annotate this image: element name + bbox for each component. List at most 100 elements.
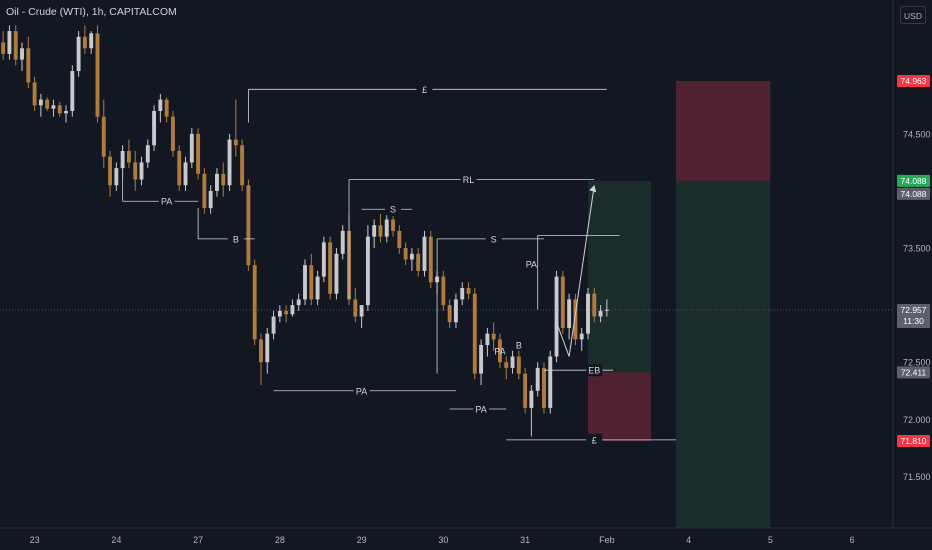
short-stop-zone[interactable] (676, 81, 771, 181)
candle (89, 31, 94, 54)
candle-body (13, 31, 18, 60)
candle-body (271, 316, 276, 334)
candle-body (126, 150, 131, 163)
candle-body (196, 133, 201, 174)
label-backdrop (586, 364, 603, 377)
candle (227, 133, 232, 191)
candle (573, 293, 578, 346)
candle-body (189, 133, 194, 163)
candle-body (89, 33, 94, 49)
candle (246, 179, 251, 271)
candle-body (265, 333, 270, 363)
candle-body (579, 333, 584, 340)
candle (334, 248, 339, 300)
candle (560, 270, 565, 334)
candle-body (460, 288, 465, 300)
candle (586, 288, 590, 340)
candle-body (296, 299, 301, 306)
candle (120, 145, 125, 180)
candle (202, 168, 207, 214)
candle (592, 288, 597, 323)
candle (7, 25, 12, 60)
candle-body (70, 71, 75, 112)
candle (95, 25, 100, 123)
candle (479, 339, 484, 386)
candle (485, 327, 490, 357)
currency-button[interactable]: USD (900, 6, 926, 24)
candle-body (177, 150, 182, 186)
price-label-countdown: 11:30 (903, 316, 924, 326)
x-tick-label: 23 (30, 535, 40, 545)
candle (208, 185, 213, 214)
annotation-label: PA (526, 260, 537, 270)
long-stop-zone[interactable] (587, 372, 651, 441)
candle (284, 305, 289, 323)
candle-body (284, 310, 289, 315)
price-label-box (897, 304, 930, 329)
price-label-value: 74.088 (901, 189, 927, 199)
candle-body (573, 299, 578, 340)
candle (554, 270, 559, 363)
candle (548, 350, 553, 414)
candle-body (397, 230, 402, 249)
candle-body (315, 276, 320, 300)
candle-body (592, 293, 597, 317)
candle-body (183, 162, 188, 186)
candle-body (604, 309, 609, 311)
candle (409, 248, 414, 271)
candle-body (384, 219, 389, 237)
short-target-zone[interactable] (676, 180, 771, 528)
x-tick-label: 6 (850, 535, 855, 545)
candle (45, 97, 50, 112)
candlestick-series (1, 25, 609, 437)
candle-body (215, 173, 219, 191)
annotation-label: S (491, 234, 497, 244)
candle-body (76, 36, 81, 72)
candle (183, 156, 188, 191)
candle-body (409, 253, 414, 260)
candle-body (353, 299, 358, 317)
arrow-head (589, 185, 597, 193)
candle (215, 168, 219, 197)
candle (145, 139, 150, 169)
candle (397, 225, 402, 254)
candle (271, 310, 276, 340)
annotation-label: S (390, 205, 396, 215)
candle-body (453, 299, 458, 323)
y-tick-label: 71.500 (903, 472, 931, 482)
candle (189, 128, 194, 169)
candle-body (542, 367, 546, 408)
candle-body (32, 82, 37, 106)
annotation-label: £ (592, 435, 597, 445)
label-backdrop (158, 195, 175, 208)
candle-body (139, 162, 144, 180)
candle-body (416, 253, 421, 271)
candle-body (240, 145, 245, 186)
candle-body (45, 99, 50, 109)
candle (321, 236, 326, 283)
projection-arrow[interactable] (556, 185, 595, 357)
x-tick-label: 5 (768, 535, 773, 545)
candle (221, 162, 226, 197)
long-target-zone[interactable] (587, 180, 651, 373)
candle-body (233, 139, 238, 146)
y-tick-label: 74.500 (903, 129, 931, 139)
candle-body (321, 242, 326, 277)
candle (428, 230, 433, 289)
candle-body (598, 310, 603, 317)
candle-body (202, 173, 207, 209)
candle (158, 93, 163, 123)
time-axis[interactable]: 23 24 27 28 29 30 31 Feb 4 5 6 (30, 535, 855, 545)
candle (64, 105, 68, 123)
candle-body (554, 276, 559, 357)
candle (152, 105, 157, 151)
candle (133, 150, 138, 191)
candle-body (164, 99, 169, 117)
candle (340, 225, 345, 260)
candle (38, 93, 43, 117)
candle-body (26, 48, 31, 83)
candle (101, 99, 106, 169)
candle-body (378, 225, 383, 237)
x-tick-label: Feb (599, 535, 615, 545)
